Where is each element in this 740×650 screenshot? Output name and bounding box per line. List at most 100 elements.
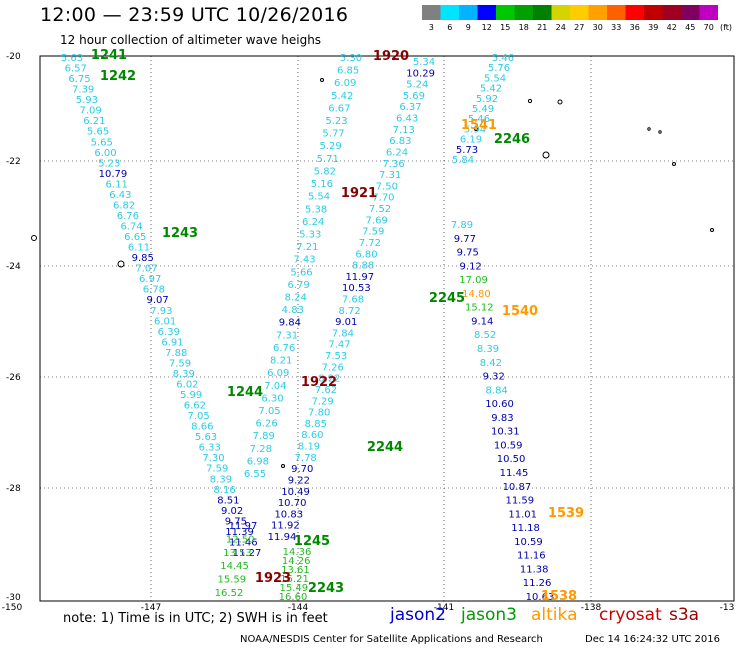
swh-value: 8.16 (214, 485, 236, 496)
swh-value: 8.72 (338, 306, 360, 317)
island-outline (31, 235, 37, 241)
swh-value: 9.07 (147, 295, 169, 306)
footer-note: note: 1) Time is in UTC; 2) SWH is in fe… (63, 611, 328, 626)
swh-value: 7.09 (79, 106, 101, 117)
swh-value: 6.24 (386, 147, 408, 158)
swh-value: 5.46 (468, 114, 490, 125)
swh-value: 7.62 (315, 385, 337, 396)
swh-value: 11.97 (229, 521, 258, 532)
swh-value: 10.49 (281, 487, 310, 498)
swh-value: 7.47 (328, 340, 350, 351)
swh-value: 5.38 (305, 204, 327, 215)
pass-label: 1245 (294, 534, 330, 549)
swh-value: 6.09 (334, 78, 356, 89)
swh-value: 5.73 (456, 145, 478, 156)
swh-value: 15.21 (280, 574, 309, 585)
pass-label: 2243 (308, 581, 344, 596)
swh-value: 5.54 (484, 73, 506, 84)
swh-value: 6.75 (68, 74, 90, 85)
colorbar-unit: (ft) (720, 23, 732, 32)
swh-value: 9.83 (491, 413, 513, 424)
swh-value: 7.72 (359, 238, 381, 249)
pass-label: 1921 (341, 186, 377, 201)
colorbar-label: 3 (429, 23, 434, 32)
colorbar-swatch (422, 5, 441, 20)
swh-value: 7.53 (325, 351, 347, 362)
swh-value: 7.21 (296, 242, 318, 253)
swh-value: 9.85 (132, 253, 154, 264)
swh-value: 5.99 (180, 390, 202, 401)
swh-value: 7.26 (322, 362, 344, 373)
swh-value: 8.21 (270, 356, 292, 367)
swh-value: 15.59 (217, 575, 246, 586)
swh-value: 6.76 (273, 343, 295, 354)
swh-value: 4.83 (282, 305, 304, 316)
swh-value: 10.63 (526, 592, 555, 603)
legend-altika: altika (531, 605, 578, 625)
swh-value: 7.89 (451, 220, 473, 231)
island-outline (527, 98, 533, 104)
pass-label: 1923 (255, 571, 291, 586)
swh-value: 6.19 (460, 135, 482, 146)
swh-value: 7.78 (295, 453, 317, 464)
pass-label: 1538 (541, 589, 577, 604)
swh-value: 9.02 (221, 506, 243, 517)
colorbar-swatch (477, 5, 496, 20)
swh-value: 15.49 (279, 583, 308, 594)
swh-value: 7.69 (366, 215, 388, 226)
colorbar-swatch (681, 5, 700, 20)
swh-value: 10.59 (514, 537, 543, 548)
page-subtitle: 12 hour collection of altimeter wave hei… (60, 33, 322, 47)
swh-value: 6.97 (139, 274, 161, 285)
swh-value: 5.54 (308, 192, 330, 203)
swh-value: 10.79 (99, 169, 128, 180)
colorbar-swatch (440, 5, 459, 20)
pass-label: 1243 (162, 226, 198, 241)
swh-value: 6.09 (267, 368, 289, 379)
colorbar-label: 30 (593, 23, 603, 32)
island-outline (647, 127, 651, 131)
swh-value: 11.16 (517, 551, 546, 562)
swh-value: 10.29 (406, 68, 435, 79)
swh-value: 9.75 (225, 516, 247, 527)
swh-value: 7.36 (382, 159, 404, 170)
legend-cryosat: cryosat (599, 605, 662, 625)
island-outline (542, 151, 550, 159)
island-outline (557, 99, 563, 105)
colorbar-swatch (570, 5, 589, 20)
swh-value: 5.65 (87, 127, 109, 138)
pass-label: 2245 (429, 291, 465, 306)
swh-value: 11.94 (268, 532, 297, 543)
swh-value: 6.65 (124, 232, 146, 243)
swh-value: 10.50 (497, 454, 526, 465)
swh-value: 5.23 (325, 116, 347, 127)
swh-value: 11.01 (508, 509, 537, 520)
lon-tick-label: -150 (2, 603, 23, 613)
swh-value: 5.23 (98, 158, 120, 169)
swh-value: 6.82 (113, 200, 135, 211)
swh-value: 5.63 (195, 432, 217, 443)
swh-value: 7.89 (253, 431, 275, 442)
pass-label: 1541 (461, 118, 497, 133)
colorbar-swatch (588, 5, 607, 20)
swh-value: 6.30 (261, 393, 283, 404)
swh-value: 6.85 (337, 66, 359, 77)
colorbar-label: 21 (537, 23, 547, 32)
swh-value: 5.77 (322, 129, 344, 140)
pass-label: 1241 (91, 48, 127, 63)
colorbar-swatch (625, 5, 644, 20)
swh-value: 11.46 (229, 537, 258, 548)
swh-value: 6.76 (117, 211, 139, 222)
swh-value: 7.88 (165, 348, 187, 359)
swh-value: 5.16 (311, 179, 333, 190)
swh-value: 6.01 (154, 316, 176, 327)
colorbar-swatch (514, 5, 533, 20)
swh-value: 8.39 (477, 344, 499, 355)
swh-value: 5.46 (492, 53, 514, 64)
colorbar-swatch (496, 5, 515, 20)
swh-value: 6.39 (158, 327, 180, 338)
swh-value: 7.31 (276, 330, 298, 341)
swh-value: 6.26 (256, 419, 278, 430)
pass-label: 1244 (227, 385, 263, 400)
swh-value: 8.85 (305, 419, 327, 430)
